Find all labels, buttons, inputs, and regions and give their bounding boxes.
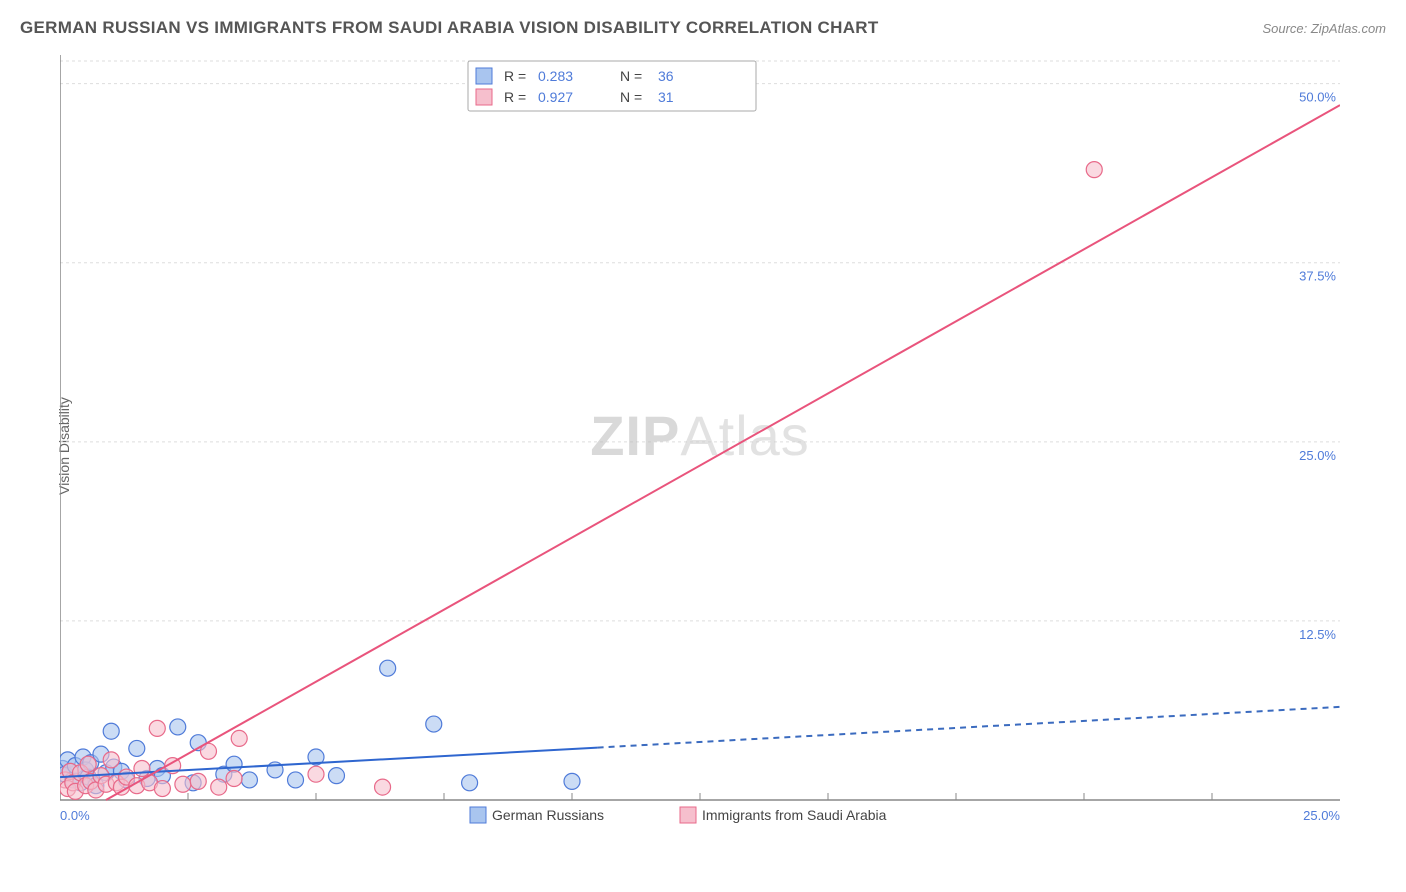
- legend-label-blue: German Russians: [492, 807, 604, 823]
- n-label-blue: N =: [620, 68, 642, 84]
- pink-point: [1086, 162, 1102, 178]
- r-label-blue: R =: [504, 68, 526, 84]
- blue-trend-dashed: [598, 707, 1340, 748]
- blue-point: [288, 772, 304, 788]
- blue-point: [241, 772, 257, 788]
- watermark: ZIPAtlas: [590, 404, 810, 467]
- blue-point: [103, 723, 119, 739]
- blue-point: [380, 660, 396, 676]
- stats-legend-box: R = 0.283 N = 36 R = 0.927 N = 31: [468, 61, 756, 111]
- svg-text:50.0%: 50.0%: [1299, 90, 1336, 105]
- svg-text:12.5%: 12.5%: [1299, 627, 1336, 642]
- pink-point: [375, 779, 391, 795]
- svg-text:0.0%: 0.0%: [60, 808, 90, 823]
- pink-point: [175, 776, 191, 792]
- legend-label-pink: Immigrants from Saudi Arabia: [702, 807, 887, 823]
- r-value-blue: 0.283: [538, 68, 573, 84]
- svg-text:25.0%: 25.0%: [1299, 448, 1336, 463]
- blue-point: [426, 716, 442, 732]
- pink-trend: [106, 105, 1340, 800]
- pink-point: [134, 760, 150, 776]
- blue-point: [226, 756, 242, 772]
- n-value-pink: 31: [658, 89, 674, 105]
- pink-point: [149, 720, 165, 736]
- r-value-pink: 0.927: [538, 89, 573, 105]
- scatter-plot: 12.5%25.0%37.5%50.0% ZIPAtlas 0.0%25.0% …: [60, 55, 1340, 825]
- blue-point: [328, 768, 344, 784]
- n-value-blue: 36: [658, 68, 674, 84]
- pink-point: [226, 771, 242, 787]
- svg-text:25.0%: 25.0%: [1303, 808, 1340, 823]
- pink-point: [80, 756, 96, 772]
- pink-point: [190, 773, 206, 789]
- r-label-pink: R =: [504, 89, 526, 105]
- blue-point: [129, 740, 145, 756]
- pink-point: [308, 766, 324, 782]
- series-legend: German Russians Immigrants from Saudi Ar…: [470, 807, 887, 823]
- source-attribution: Source: ZipAtlas.com: [1262, 21, 1386, 36]
- pink-point: [154, 781, 170, 797]
- blue-point: [462, 775, 478, 791]
- svg-text:37.5%: 37.5%: [1299, 269, 1336, 284]
- chart-title: GERMAN RUSSIAN VS IMMIGRANTS FROM SAUDI …: [20, 18, 879, 38]
- blue-point: [170, 719, 186, 735]
- blue-point: [564, 773, 580, 789]
- n-label-pink: N =: [620, 89, 642, 105]
- pink-point: [231, 730, 247, 746]
- pink-point: [103, 752, 119, 768]
- pink-point: [211, 779, 227, 795]
- chart-area: 12.5%25.0%37.5%50.0% ZIPAtlas 0.0%25.0% …: [60, 55, 1340, 825]
